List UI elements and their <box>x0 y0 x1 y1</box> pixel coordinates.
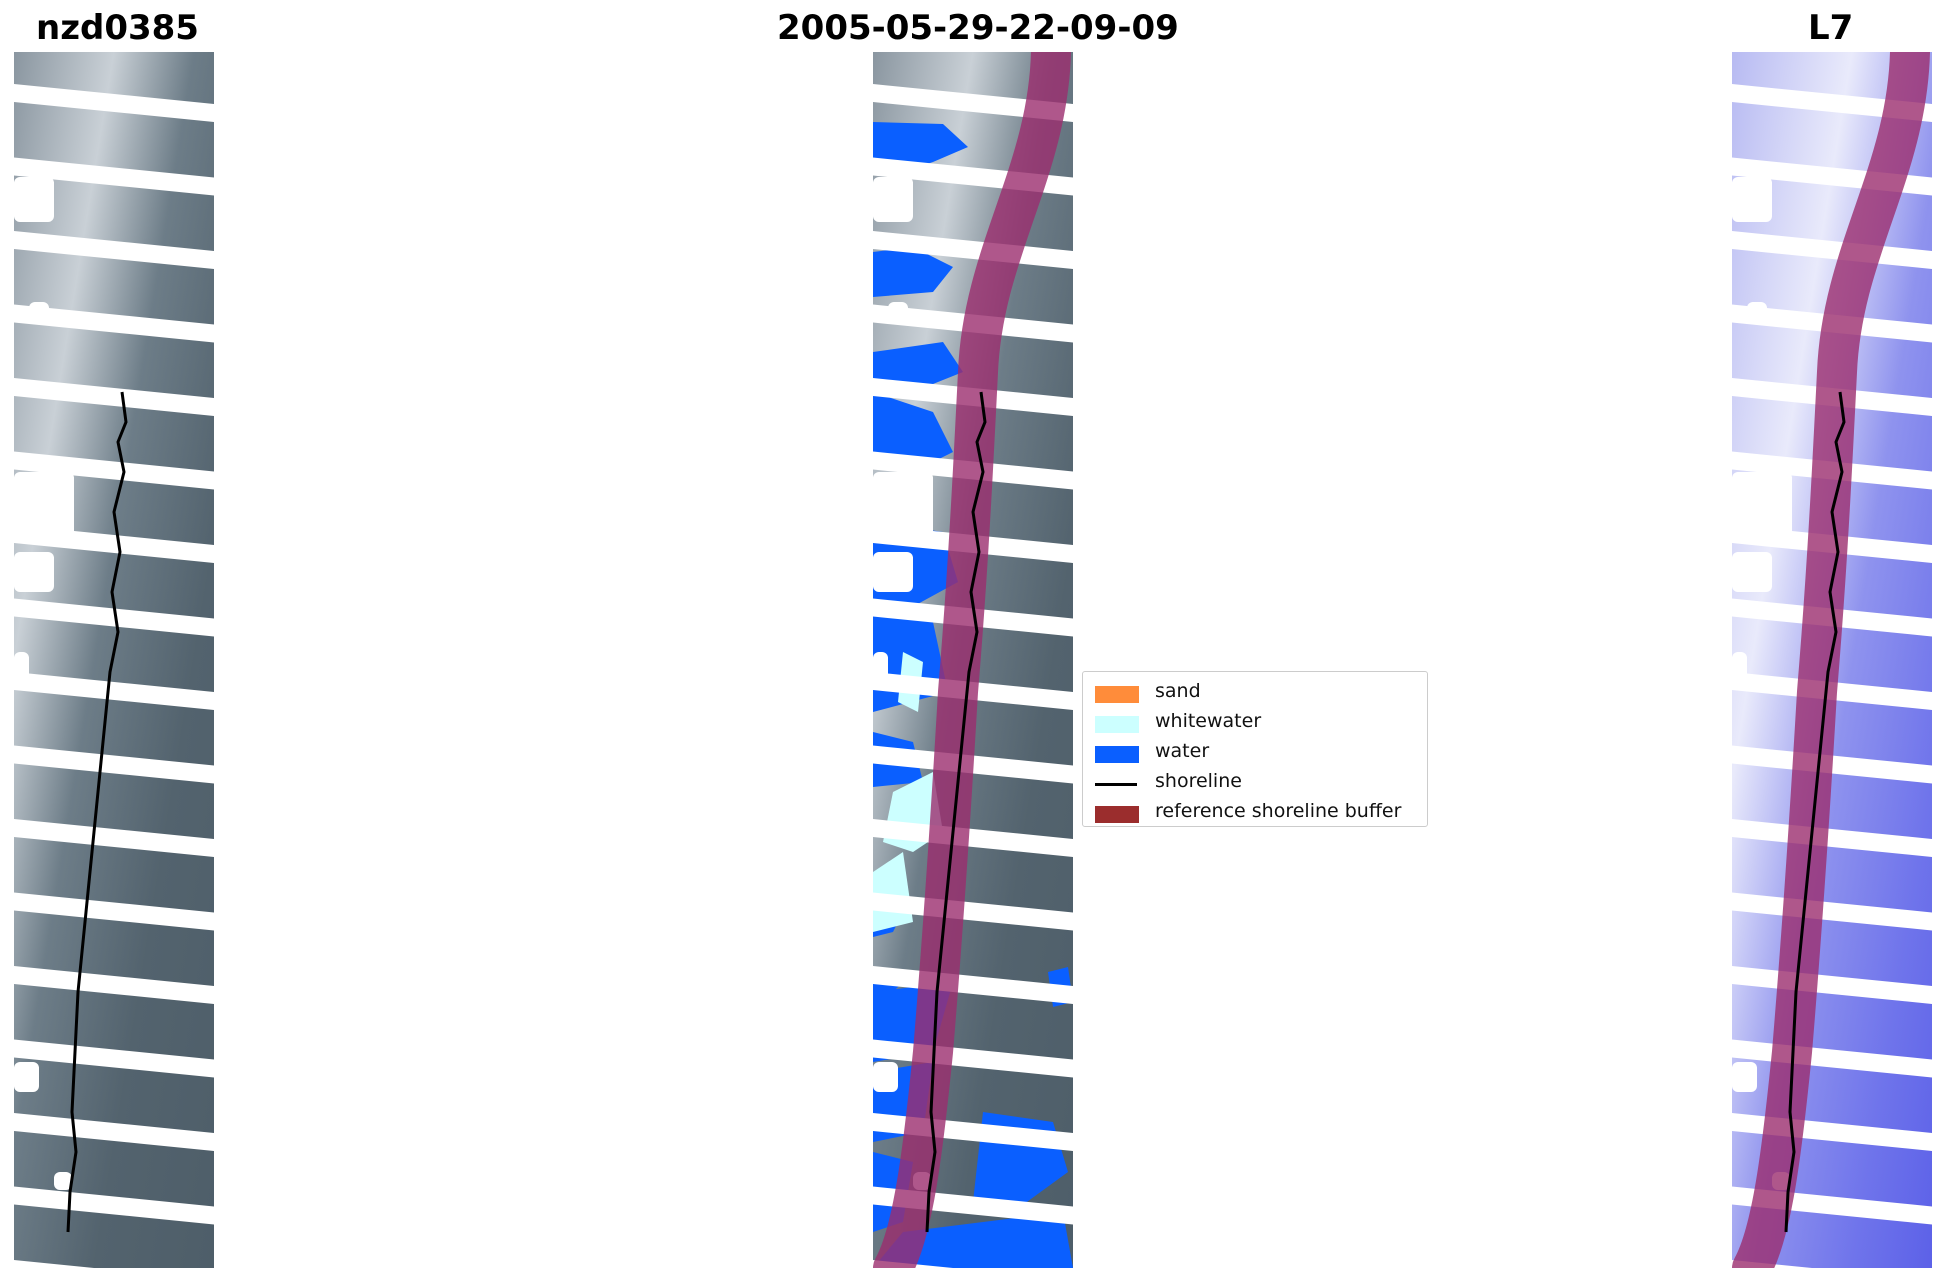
legend-label: sand <box>1155 680 1201 702</box>
legend-swatch-whitewater <box>1095 716 1139 733</box>
scan-gap-stripe <box>14 451 214 490</box>
legend-swatch-water <box>1095 746 1139 763</box>
legend-item-water: water <box>1089 738 1421 768</box>
panel-title-satellite: L7 <box>1808 8 1854 48</box>
scan-gap-stripe <box>1732 84 1932 122</box>
detected-shoreline <box>925 391 987 1233</box>
scan-gap-stripe <box>14 745 214 784</box>
nodata-patch <box>54 1172 72 1190</box>
classified-image-panel <box>873 52 1073 1268</box>
nodata-patch <box>1732 552 1772 592</box>
detected-shoreline <box>66 391 128 1233</box>
nodata-patch <box>29 302 49 320</box>
scan-gap-stripe <box>14 157 214 196</box>
legend-swatch-reference-buffer <box>1095 806 1139 823</box>
nodata-patch <box>873 652 888 682</box>
nodata-patch <box>1732 652 1747 682</box>
scan-gap-stripe <box>14 1113 214 1151</box>
legend: sand whitewater water shoreline referenc… <box>1082 671 1428 827</box>
nodata-patch <box>1732 472 1792 542</box>
scan-gap-stripe <box>14 1039 214 1078</box>
panel-title-date: 2005-05-29-22-09-09 <box>777 8 1179 48</box>
scan-gap-stripe <box>14 966 214 1004</box>
scan-gap-stripe <box>14 84 214 122</box>
nodata-patch <box>888 302 908 320</box>
legend-swatch-sand <box>1095 686 1139 703</box>
nodata-patch <box>1732 1062 1757 1092</box>
scan-gap-stripe <box>14 1260 94 1268</box>
nodata-patch <box>873 552 913 592</box>
nodata-patch <box>14 1062 39 1092</box>
scan-gap-stripe <box>14 892 214 931</box>
reference-shoreline-buffer <box>873 52 1071 1268</box>
legend-label: water <box>1155 740 1210 762</box>
scan-gap-stripe <box>14 1186 214 1225</box>
scan-gap-stripe <box>14 304 214 343</box>
scan-gap-stripe <box>1732 231 1932 269</box>
scan-gap-stripe <box>14 231 214 269</box>
scan-gap-stripe <box>14 378 214 416</box>
index-image-panel <box>1732 52 1932 1268</box>
detected-shoreline <box>1784 391 1846 1233</box>
rgb-image-panel <box>14 52 214 1268</box>
nodata-patch <box>14 177 54 222</box>
legend-label: reference shoreline buffer <box>1155 800 1402 822</box>
scan-gap-stripe <box>873 84 1073 122</box>
nodata-patch <box>1747 302 1767 320</box>
legend-item-shoreline: shoreline <box>1089 768 1421 798</box>
legend-label: shoreline <box>1155 770 1242 792</box>
scan-gap-stripe <box>873 819 1073 857</box>
scan-gap-stripe <box>14 819 214 857</box>
nodata-patch <box>873 1062 898 1092</box>
panel-title-site: nzd0385 <box>36 8 199 48</box>
scan-gap-stripe <box>1732 892 1932 931</box>
reference-shoreline-buffer <box>1732 52 1930 1268</box>
legend-item-reference-buffer: reference shoreline buffer <box>1089 798 1421 828</box>
nodata-patch <box>873 472 933 542</box>
legend-swatch-shoreline <box>1095 783 1137 786</box>
legend-item-whitewater: whitewater <box>1089 708 1421 738</box>
legend-item-sand: sand <box>1089 678 1421 708</box>
nodata-patch <box>14 652 29 682</box>
nodata-patch <box>873 177 913 222</box>
scan-gap-stripe <box>873 231 1073 269</box>
nodata-patch <box>1732 177 1772 222</box>
scan-gap-stripe <box>873 892 1073 931</box>
nodata-patch <box>14 472 74 542</box>
scan-gap-stripe <box>1732 819 1932 857</box>
nodata-patch <box>14 552 54 592</box>
scan-gap-stripe <box>14 598 214 637</box>
legend-label: whitewater <box>1155 710 1262 732</box>
scan-gap-stripe <box>14 672 214 710</box>
